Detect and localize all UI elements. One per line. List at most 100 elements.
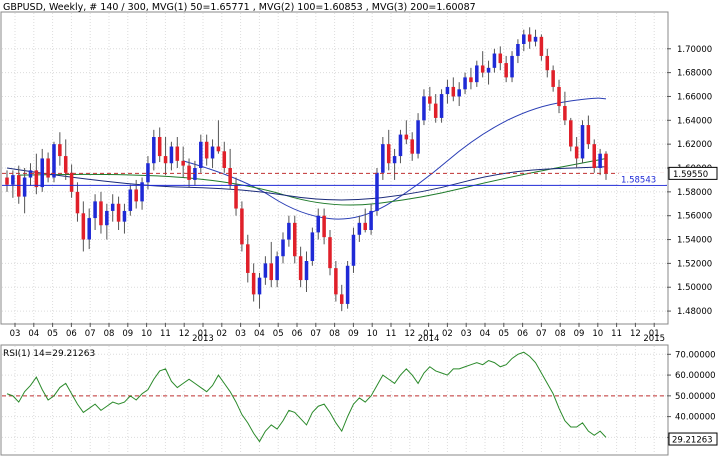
candle — [510, 51, 514, 83]
candle-body — [263, 263, 268, 278]
candle — [404, 120, 409, 145]
candle — [363, 208, 367, 233]
candle-body — [193, 168, 197, 180]
time-tick-label: 09 — [574, 329, 585, 339]
price-grid — [2, 13, 667, 323]
candle — [386, 129, 391, 171]
mav3-label: MVG(3) 200=1.60087 — [372, 2, 476, 13]
time-tick-label: 10 — [141, 329, 152, 339]
candle — [322, 208, 326, 245]
candle-body — [63, 156, 68, 173]
candle — [169, 141, 174, 171]
candle-body — [5, 177, 9, 185]
candle-body — [369, 210, 373, 230]
candle-body — [152, 137, 156, 164]
candle-body — [269, 263, 274, 281]
rsi-tick-label: 70.00000 — [675, 350, 716, 360]
candle — [152, 129, 156, 171]
candle-body — [533, 36, 538, 42]
candle — [52, 141, 56, 183]
time-tick-label: 04 — [480, 329, 491, 339]
candle-body — [428, 96, 432, 104]
candle-body — [310, 232, 315, 261]
candle-body — [116, 203, 121, 222]
candle-body — [545, 55, 550, 71]
time-tick-label: 09 — [348, 329, 359, 339]
candle — [134, 179, 138, 209]
candle — [234, 177, 238, 216]
time-tick-label: 07 — [536, 329, 547, 339]
price-tick-label: 1.56000 — [677, 212, 712, 222]
price-tick-label: 1.62000 — [677, 140, 712, 150]
time-tick-label: 07 — [310, 329, 321, 339]
candle-body — [357, 222, 362, 235]
time-tick-label: 05 — [47, 329, 58, 339]
candle — [422, 89, 426, 126]
price-tick-label: 1.68000 — [677, 69, 712, 79]
candle-body — [110, 203, 115, 211]
candle-body — [345, 265, 350, 304]
time-tick-label: 12 — [404, 329, 415, 339]
candle — [140, 177, 144, 210]
candle-body — [316, 215, 321, 233]
candle-body — [298, 256, 303, 281]
candle — [34, 153, 39, 195]
candle-body — [463, 77, 467, 90]
candle-body — [469, 77, 473, 83]
candle — [222, 141, 227, 173]
candle — [445, 79, 450, 104]
time-tick-label: 03 — [235, 329, 246, 339]
candle — [369, 203, 373, 235]
candle — [292, 215, 297, 264]
candle-body — [486, 67, 491, 73]
candle-body — [527, 34, 532, 42]
time-tick-label: 11 — [386, 329, 397, 339]
candle — [569, 117, 573, 152]
last-price-label: 1.59550 — [673, 170, 708, 180]
candle-body — [422, 96, 426, 121]
time-tick-label: 02 — [442, 329, 453, 339]
candle — [187, 158, 191, 188]
candle — [281, 232, 285, 264]
candle-body — [381, 144, 385, 173]
time-tick-label: 06 — [66, 329, 77, 339]
rsi-line: 29.21263 — [6, 351, 718, 446]
candle-body — [475, 65, 479, 83]
price-tick-label: 1.64000 — [677, 116, 712, 126]
mav1-label: MVG(1) 50=1.65771 — [152, 2, 250, 13]
candle — [5, 170, 9, 192]
time-tick-label: 07 — [85, 329, 96, 339]
candle — [586, 115, 591, 149]
candle-body — [69, 172, 74, 192]
candle-body — [510, 55, 514, 78]
time-tick-label: 03 — [461, 329, 472, 339]
mav-line-1 — [183, 97, 607, 220]
candle-body — [210, 146, 215, 159]
candle-body — [410, 139, 414, 154]
candle-body — [140, 182, 144, 202]
time-tick-label: 01 — [198, 329, 209, 339]
time-tick-label: 01 — [649, 329, 660, 339]
rsi-tick-label: 60.00000 — [675, 371, 716, 381]
candle-body — [81, 213, 86, 240]
time-tick-label: 08 — [329, 329, 340, 339]
candle-body — [28, 170, 33, 178]
candle — [598, 148, 602, 176]
candle — [304, 251, 309, 292]
price-tick-label: 1.52000 — [677, 259, 712, 269]
price-tick-label: 1.66000 — [677, 92, 712, 102]
candle — [398, 129, 403, 164]
candle — [492, 48, 497, 73]
candle — [392, 148, 397, 180]
rsi-tick-label: 40.00000 — [675, 413, 716, 423]
price-lines: 1.59550 1.58543 — [2, 166, 718, 186]
candle — [251, 263, 256, 302]
time-tick-label: 08 — [555, 329, 566, 339]
candle — [516, 39, 520, 64]
candle — [216, 120, 221, 154]
candle-body — [404, 134, 409, 140]
candle-body — [522, 34, 526, 44]
candle — [122, 203, 127, 234]
candle-body — [492, 53, 497, 68]
